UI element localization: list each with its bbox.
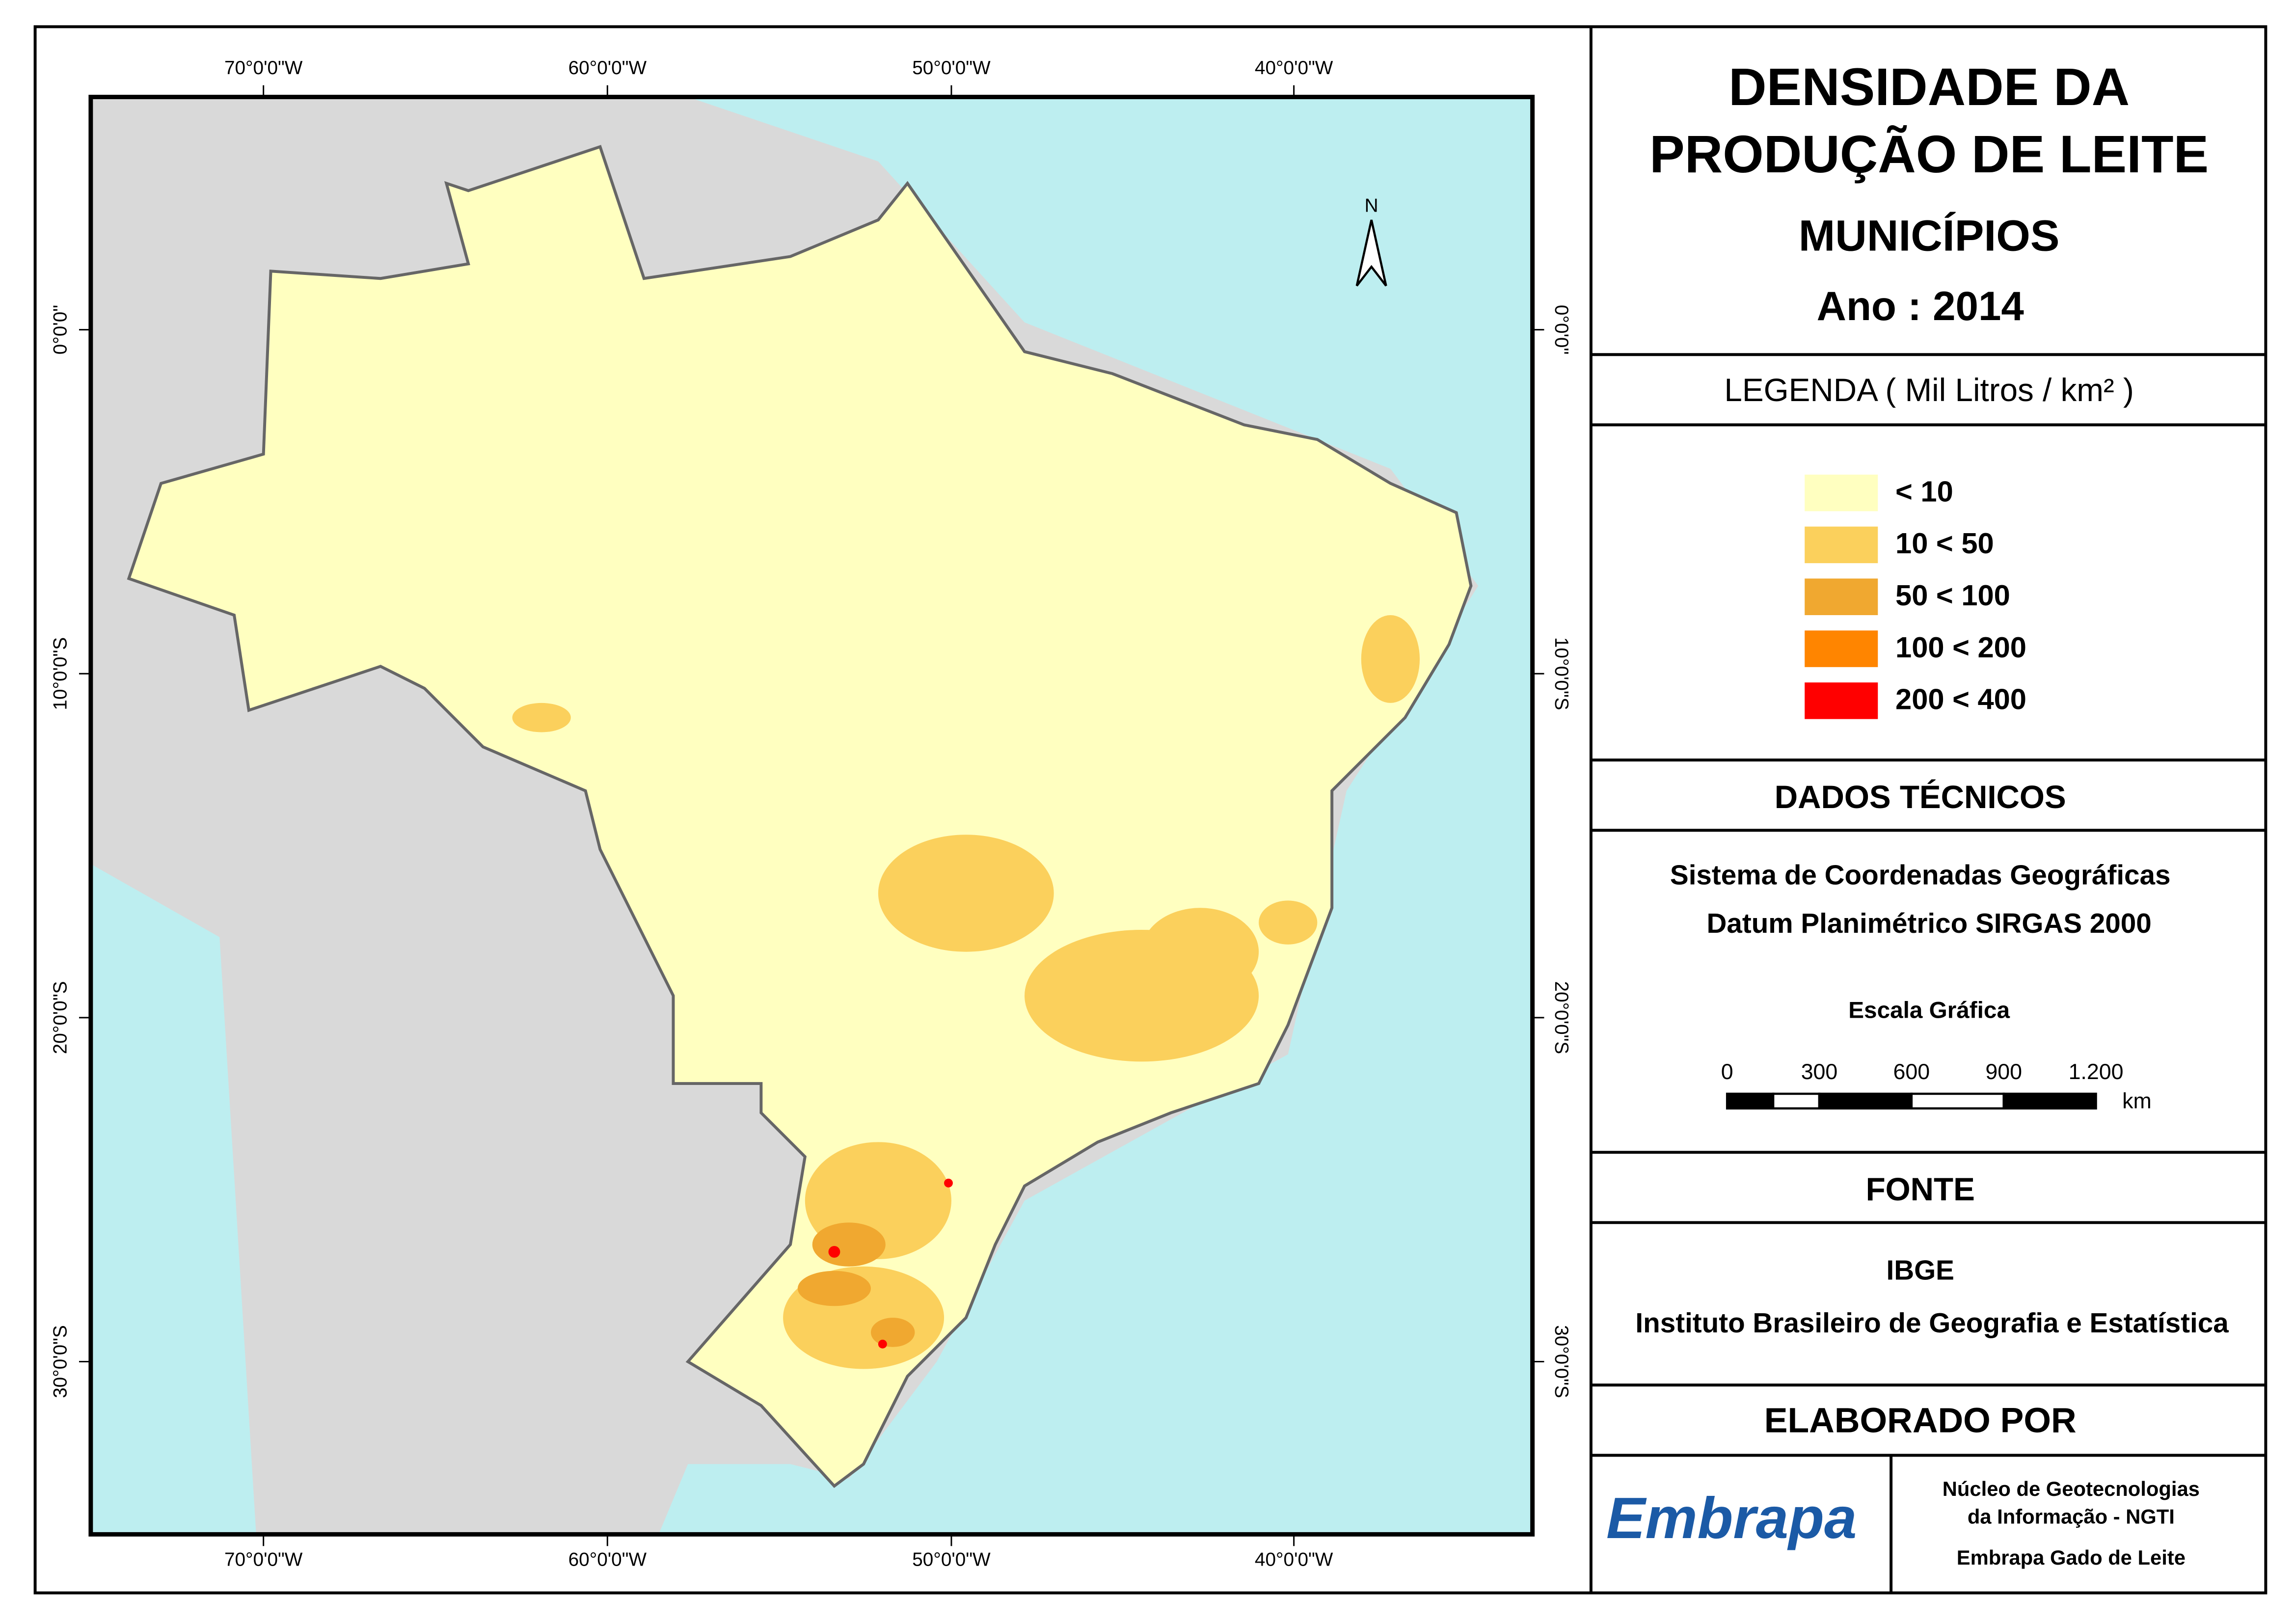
subtitle: MUNICÍPIOS	[1799, 211, 2060, 260]
longitude-label: 70°0'0"W	[224, 1549, 303, 1570]
legend-label: 200 < 400	[1895, 683, 2026, 716]
section-heading: FONTE	[1866, 1171, 1975, 1207]
atlantic	[658, 97, 1533, 1535]
technical-text: Datum Planimétrico SIRGAS 2000	[1706, 908, 2151, 939]
scale-segment	[1772, 1092, 1821, 1110]
scale-label: 0	[1721, 1060, 1733, 1084]
scale-label: 300	[1801, 1060, 1838, 1084]
density-areas	[512, 615, 1420, 1369]
latitude-label: 20°0'0"S	[50, 981, 71, 1055]
technical-text: Sistema de Coordenadas Geográficas	[1670, 860, 2171, 891]
latitude-label: 30°0'0"S	[1551, 1325, 1572, 1398]
pacific	[90, 864, 256, 1535]
legend-label: 10 < 50	[1895, 527, 1994, 560]
latitude-label: 10°0'0"S	[1551, 637, 1572, 710]
legend-swatch	[1805, 682, 1878, 719]
scale-title: Escala Gráfica	[1848, 998, 2010, 1024]
outer-frame	[33, 25, 2268, 1595]
map-frame	[88, 95, 1535, 1537]
title-line: PRODUÇÃO DE LEITE	[1649, 125, 2209, 184]
legend-heading: LEGENDA ( Mil Litros / km² )	[1724, 372, 2133, 408]
scale-segment	[1726, 1092, 1775, 1110]
legend-swatch	[1805, 526, 1878, 564]
longitude-label: 60°0'0"W	[568, 57, 647, 79]
map: N	[88, 95, 1535, 1537]
scale-unit: km	[2122, 1089, 2152, 1113]
scale-label: 600	[1893, 1060, 1930, 1084]
credit-text: Embrapa Gado de Leite	[1957, 1546, 2186, 1569]
logo: Embrapa	[1606, 1486, 1857, 1551]
scale-segment	[2002, 1092, 2097, 1110]
latitude-label: 30°0'0"S	[50, 1325, 71, 1398]
info-panel: DENSIDADE DA PRODUÇÃO DE LEITE MUNICÍPIO…	[1606, 57, 2229, 1593]
source-text: IBGE	[1887, 1255, 1954, 1286]
legend-label: 50 < 100	[1895, 579, 2010, 612]
credit-text: Núcleo de Geotecnologias	[1943, 1477, 2200, 1500]
north-arrow	[1355, 219, 1387, 287]
credit-text: da Informação - NGTI	[1968, 1505, 2175, 1528]
scale-segment	[1910, 1092, 2005, 1110]
legend-swatch	[1805, 474, 1878, 512]
legend-label: 100 < 200	[1895, 631, 2026, 664]
source-text: Instituto Brasileiro de Geografia e Esta…	[1635, 1308, 2229, 1339]
longitude-label: 40°0'0"W	[1255, 1549, 1333, 1570]
north-label: N	[1365, 195, 1378, 216]
legend-label: < 10	[1895, 475, 1953, 508]
latitude-label: 10°0'0"S	[50, 637, 71, 710]
legend-swatch	[1805, 578, 1878, 615]
latitude-label: 20°0'0"S	[1551, 981, 1572, 1055]
longitude-label: 50°0'0"W	[912, 1549, 991, 1570]
longitude-label: 40°0'0"W	[1255, 57, 1333, 79]
latitude-label: 0°0'0"	[1551, 305, 1572, 354]
section-heading: ELABORADO POR	[1764, 1401, 2077, 1440]
longitude-label: 60°0'0"W	[568, 1549, 647, 1570]
latitude-label: 0°0'0"	[50, 305, 71, 354]
brazil	[127, 145, 1473, 1488]
section-heading: DADOS TÉCNICOS	[1775, 779, 2066, 815]
longitude-label: 70°0'0"W	[224, 57, 303, 79]
scale-label: 900	[1985, 1060, 2022, 1084]
longitude-label: 50°0'0"W	[912, 57, 991, 79]
scale-label: 1.200	[2069, 1060, 2124, 1084]
year: Ano : 2014	[1817, 283, 2024, 329]
legend-swatch	[1805, 630, 1878, 667]
scale-segment	[1818, 1092, 1913, 1110]
density-max	[828, 1178, 953, 1349]
title-line: DENSIDADE DA	[1728, 57, 2130, 116]
